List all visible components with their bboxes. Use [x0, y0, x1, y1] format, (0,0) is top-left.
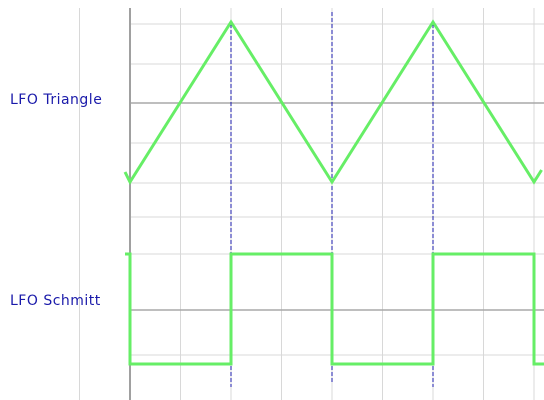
triangle-trace — [123, 19, 543, 186]
lfo-triangle-label: LFO Triangle — [10, 92, 103, 108]
traces — [123, 19, 544, 366]
grid — [79, 8, 544, 400]
lfo-schmitt-label: LFO Schmitt — [10, 293, 101, 309]
schmitt-trace — [125, 252, 544, 366]
